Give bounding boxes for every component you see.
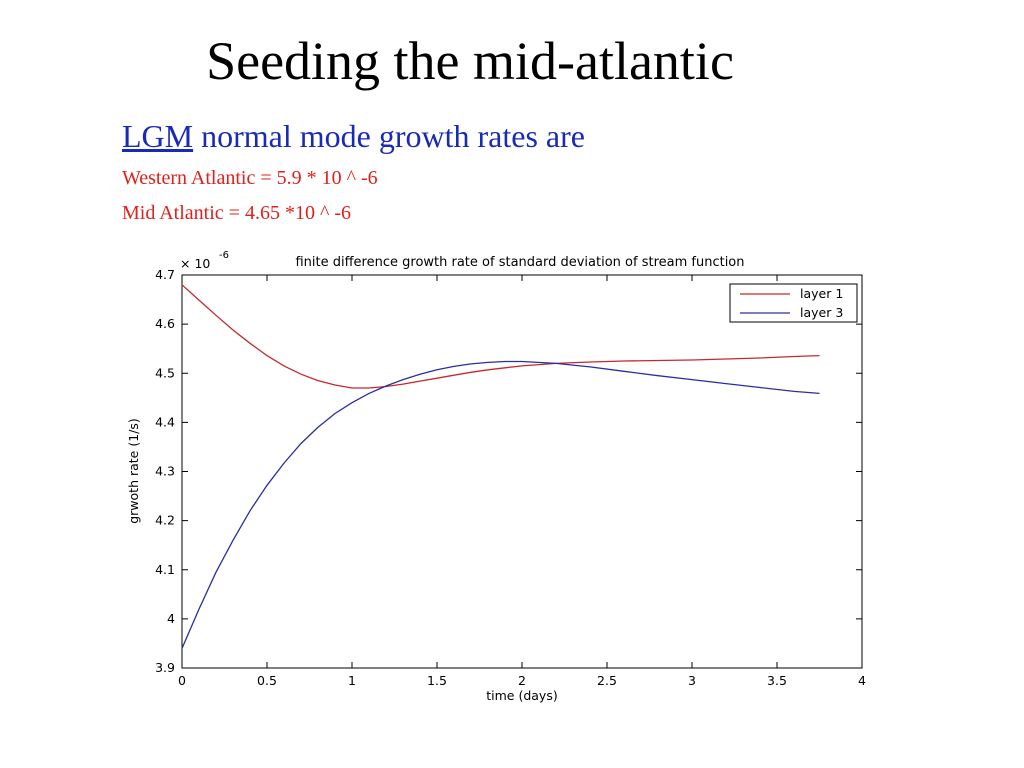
x-tick-label: 2.5	[597, 673, 617, 688]
x-tick-label: 2	[518, 673, 526, 688]
legend-label-layer-1: layer 1	[800, 286, 843, 301]
y-multiplier: × 10	[180, 256, 210, 271]
y-axis-label: grwoth rate (1/s)	[126, 418, 141, 524]
y-tick-label: 3.9	[155, 660, 175, 675]
x-tick-label: 0.5	[257, 673, 277, 688]
x-tick-label: 0	[178, 673, 186, 688]
y-tick-label: 4.2	[155, 513, 175, 528]
y-multiplier-exponent: -6	[219, 250, 229, 261]
chart-title: finite difference growth rate of standar…	[295, 255, 744, 270]
subtitle-text: normal mode growth rates are	[193, 118, 585, 154]
x-tick-label: 3	[688, 673, 696, 688]
x-tick-label: 1.5	[427, 673, 447, 688]
western-atlantic-rate: Western Atlantic = 5.9 * 10 ^ -6	[122, 167, 378, 189]
y-tick-label: 4.7	[155, 267, 175, 282]
y-tick-label: 4	[167, 611, 175, 626]
y-tick-label: 4.3	[155, 464, 175, 479]
y-tick-label: 4.1	[155, 562, 175, 577]
y-tick-label: 4.4	[155, 414, 175, 429]
x-tick-label: 1	[348, 673, 356, 688]
series-line-layer-1	[181, 284, 820, 389]
mid-atlantic-rate: Mid Atlantic = 4.65 *10 ^ -6	[122, 202, 351, 224]
axis-ticks: 0 0.5 1 1.5 2 2.5 3 3.5 4 3.9 4 4.1 4.2 4.3 4.4 4.5 4.6 4…	[155, 267, 866, 688]
x-axis-label: time (days)	[486, 688, 557, 703]
series-line-layer-3	[181, 360, 820, 649]
y-tick-label: 4.6	[155, 316, 175, 331]
lgm-link[interactable]: LGM	[122, 118, 194, 154]
series-lines	[181, 284, 820, 649]
legend: layer 1 layer 3	[729, 283, 858, 323]
y-tick-label: 4.5	[155, 365, 175, 380]
legend-box	[729, 283, 858, 323]
subtitle: LGM normal mode growth rates are	[122, 118, 585, 155]
legend-label-layer-3: layer 3	[800, 305, 843, 320]
x-tick-label: 3.5	[767, 673, 787, 688]
slide-title: Seeding the mid-atlantic	[206, 31, 734, 91]
plot-frame	[181, 274, 863, 669]
x-tick-label: 4	[858, 673, 866, 688]
